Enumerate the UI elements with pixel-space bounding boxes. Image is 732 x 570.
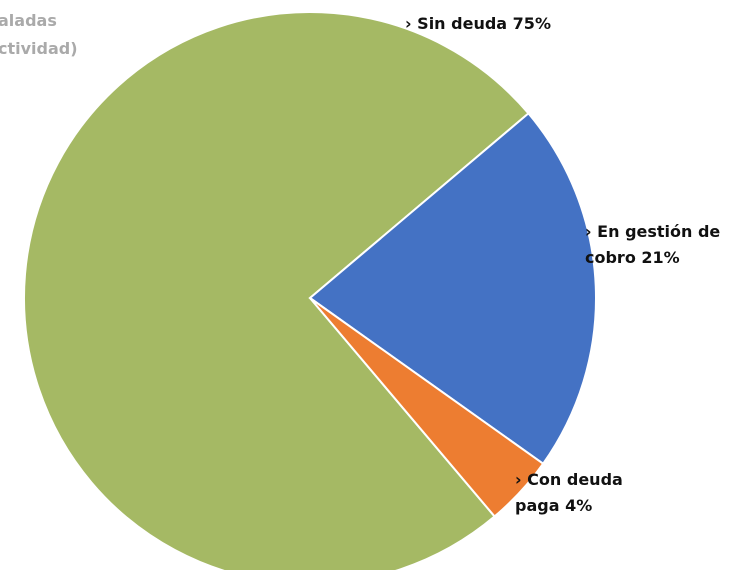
pie-slice	[23, 11, 530, 570]
pie-slice	[309, 297, 545, 518]
category: Sin deuda	[417, 14, 508, 33]
side-text: ctividad)	[0, 39, 78, 58]
slice-label: › Sin deuda 75%	[405, 14, 551, 33]
pie-slice	[308, 111, 597, 466]
slice-label: › En gestión de cobro 21%	[585, 222, 721, 267]
category: Con deuda paga	[515, 470, 623, 515]
value-label: 4%	[565, 496, 593, 515]
category: En gestión de cobro	[585, 222, 721, 267]
value-label: 75%	[512, 14, 551, 33]
slice-label: › Con deuda paga 4%	[515, 470, 623, 515]
side-text: aladas	[0, 11, 57, 30]
value-label: 21%	[641, 248, 680, 267]
